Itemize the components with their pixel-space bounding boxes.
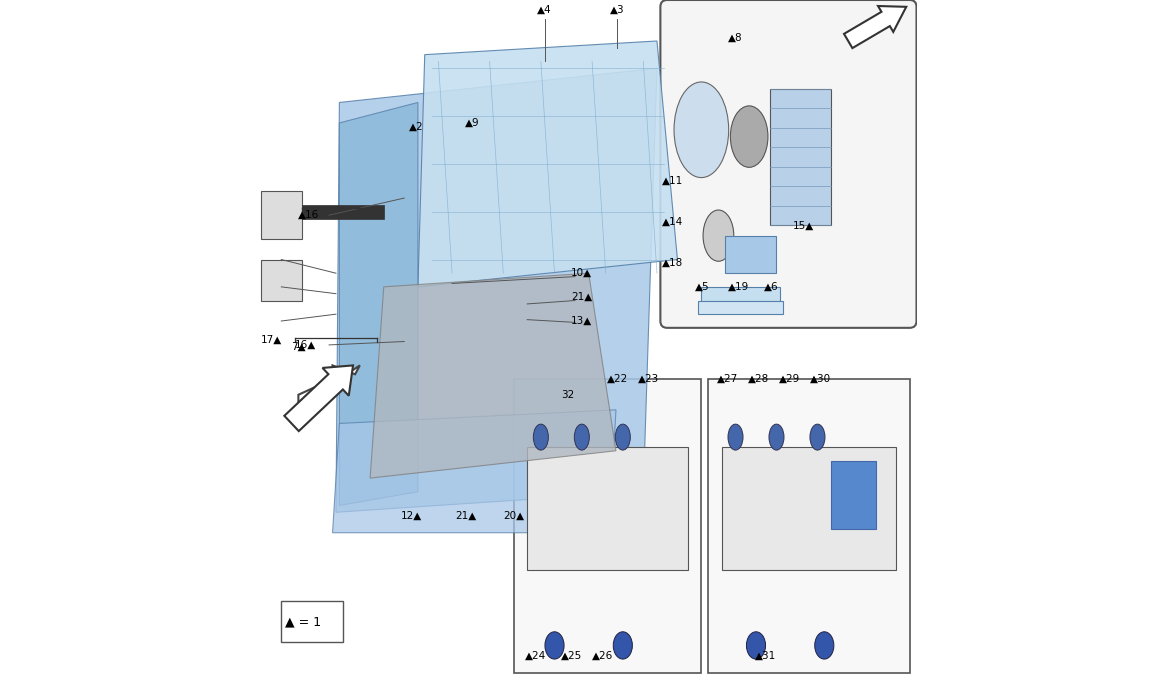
Ellipse shape <box>615 424 630 450</box>
Text: 15▲: 15▲ <box>793 221 814 230</box>
Text: ▲29: ▲29 <box>779 374 800 384</box>
Polygon shape <box>284 365 353 431</box>
Text: ▲11: ▲11 <box>662 176 683 186</box>
Text: ▲9: ▲9 <box>466 118 480 128</box>
Text: ▲4: ▲4 <box>537 5 552 15</box>
Text: ▲28: ▲28 <box>749 374 769 384</box>
FancyBboxPatch shape <box>702 287 780 304</box>
FancyBboxPatch shape <box>261 260 301 301</box>
Text: 10▲: 10▲ <box>572 268 592 278</box>
Text: 20▲: 20▲ <box>503 511 524 520</box>
Text: ▲30: ▲30 <box>810 374 830 384</box>
FancyBboxPatch shape <box>527 447 688 570</box>
Text: ▲25: ▲25 <box>561 651 582 660</box>
Text: ▲24: ▲24 <box>526 651 546 660</box>
Text: ▲14: ▲14 <box>662 217 683 227</box>
FancyBboxPatch shape <box>726 236 776 273</box>
FancyBboxPatch shape <box>708 379 910 673</box>
Text: ▲8: ▲8 <box>728 33 743 42</box>
Text: ▲23: ▲23 <box>638 374 659 384</box>
Text: ▲5: ▲5 <box>695 282 710 292</box>
Text: 12▲: 12▲ <box>400 511 422 520</box>
Text: ▲18: ▲18 <box>662 258 683 268</box>
Text: 7▲: 7▲ <box>291 342 306 352</box>
Text: 21▲: 21▲ <box>572 292 592 302</box>
Ellipse shape <box>810 424 825 450</box>
FancyBboxPatch shape <box>282 601 343 642</box>
FancyBboxPatch shape <box>698 301 783 314</box>
Polygon shape <box>336 68 657 512</box>
Ellipse shape <box>730 106 768 167</box>
FancyBboxPatch shape <box>660 0 917 328</box>
Ellipse shape <box>746 632 766 659</box>
Ellipse shape <box>545 632 564 659</box>
Text: ▲3: ▲3 <box>610 5 624 15</box>
Polygon shape <box>339 102 417 505</box>
Ellipse shape <box>769 424 784 450</box>
Polygon shape <box>301 205 384 219</box>
FancyBboxPatch shape <box>831 461 875 529</box>
Ellipse shape <box>613 632 633 659</box>
Text: ▲26: ▲26 <box>592 651 613 660</box>
Text: ▲31: ▲31 <box>754 651 776 660</box>
Text: 13▲: 13▲ <box>572 316 592 326</box>
Text: 16▲: 16▲ <box>294 340 316 350</box>
Text: ▲2: ▲2 <box>409 122 424 131</box>
Polygon shape <box>370 273 616 478</box>
Text: ▲27: ▲27 <box>718 374 738 384</box>
FancyBboxPatch shape <box>769 89 831 225</box>
Text: ▲22: ▲22 <box>607 374 629 384</box>
Text: ▲ = 1: ▲ = 1 <box>285 615 321 628</box>
FancyBboxPatch shape <box>261 191 301 239</box>
Ellipse shape <box>703 210 734 261</box>
Text: 21▲: 21▲ <box>455 511 476 520</box>
Text: 17▲: 17▲ <box>260 335 282 345</box>
FancyBboxPatch shape <box>514 379 702 673</box>
Ellipse shape <box>728 424 743 450</box>
Ellipse shape <box>574 424 589 450</box>
Polygon shape <box>417 41 677 287</box>
Ellipse shape <box>534 424 549 450</box>
Text: ▲6: ▲6 <box>764 282 779 292</box>
Text: ▲16: ▲16 <box>298 210 320 220</box>
Ellipse shape <box>814 632 834 659</box>
Polygon shape <box>298 365 360 406</box>
Text: ▲19: ▲19 <box>728 282 750 292</box>
Text: 32: 32 <box>561 390 575 400</box>
Polygon shape <box>332 410 616 533</box>
FancyBboxPatch shape <box>722 447 896 570</box>
Polygon shape <box>844 6 906 48</box>
Ellipse shape <box>674 82 729 178</box>
